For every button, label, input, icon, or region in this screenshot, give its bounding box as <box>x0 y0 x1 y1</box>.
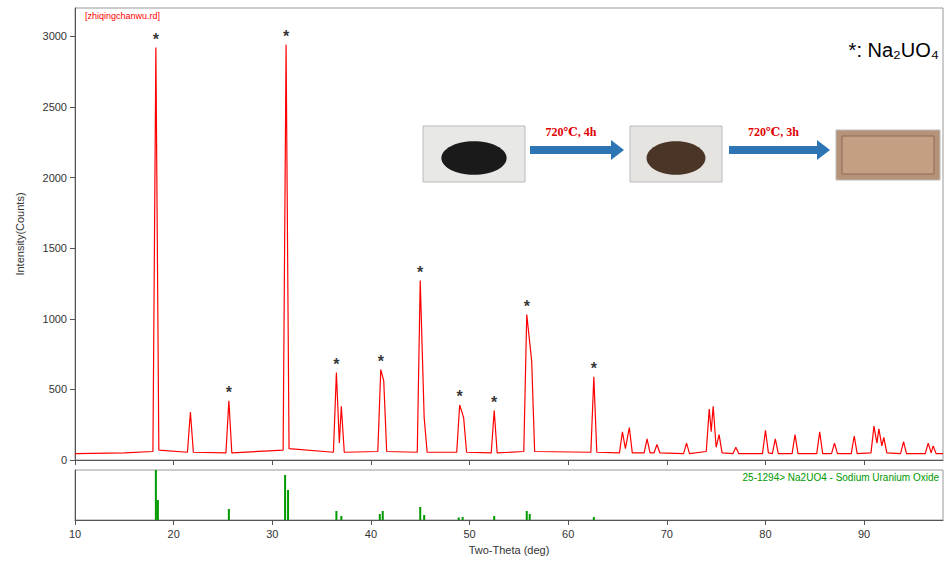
svg-text:*: * <box>378 353 385 370</box>
svg-text:1000: 1000 <box>43 313 67 325</box>
svg-text:20: 20 <box>168 528 180 540</box>
svg-text:*: Na₂UO₄: *: Na₂UO₄ <box>849 39 939 61</box>
svg-text:30: 30 <box>266 528 278 540</box>
svg-text:*: * <box>283 28 290 45</box>
svg-text:720℃, 3h: 720℃, 3h <box>748 125 799 139</box>
svg-text:500: 500 <box>49 383 67 395</box>
svg-text:50: 50 <box>463 528 475 540</box>
svg-text:[zhiqingchanwu.rd]: [zhiqingchanwu.rd] <box>85 11 160 21</box>
svg-text:1500: 1500 <box>43 242 67 254</box>
svg-text:0: 0 <box>61 454 67 466</box>
svg-text:10: 10 <box>69 528 81 540</box>
svg-text:*: * <box>591 360 598 377</box>
svg-text:*: * <box>491 394 498 411</box>
svg-text:Two-Theta (deg): Two-Theta (deg) <box>469 544 550 556</box>
svg-text:80: 80 <box>759 528 771 540</box>
svg-text:*: * <box>226 384 233 401</box>
svg-text:2000: 2000 <box>43 172 67 184</box>
svg-text:*: * <box>333 356 340 373</box>
svg-text:*: * <box>417 264 424 281</box>
svg-text:*: * <box>153 31 160 48</box>
svg-text:*: * <box>524 298 531 315</box>
svg-text:70: 70 <box>661 528 673 540</box>
svg-text:3000: 3000 <box>43 30 67 42</box>
svg-text:Intensity(Counts): Intensity(Counts) <box>14 192 26 275</box>
svg-text:25-1294> Na2UO4 - Sodium Urani: 25-1294> Na2UO4 - Sodium Uranium Oxide <box>743 472 940 483</box>
svg-text:60: 60 <box>562 528 574 540</box>
svg-text:720℃, 4h: 720℃, 4h <box>545 125 596 139</box>
svg-text:90: 90 <box>858 528 870 540</box>
svg-text:*: * <box>457 388 464 405</box>
svg-text:40: 40 <box>365 528 377 540</box>
svg-text:2500: 2500 <box>43 101 67 113</box>
